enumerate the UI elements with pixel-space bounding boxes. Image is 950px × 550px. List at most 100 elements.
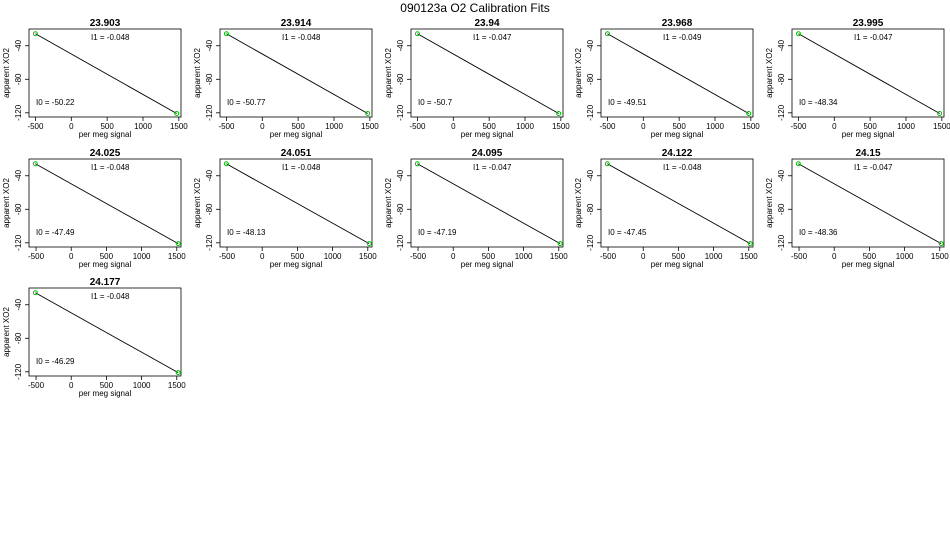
x-tick-label: 1000 <box>325 122 343 131</box>
data-point <box>795 31 801 37</box>
x-axis-label: per meg signal <box>79 130 132 139</box>
fit-line <box>417 163 561 245</box>
y-tick-label: -40 <box>205 169 214 181</box>
y-tick-label: -80 <box>14 73 23 85</box>
x-tick-label: 0 <box>260 252 265 261</box>
x-tick-label: 0 <box>451 252 456 261</box>
x-tick-label: 1000 <box>515 252 533 261</box>
y-tick-label: -120 <box>586 234 595 251</box>
fit-line <box>35 292 179 374</box>
y-tick-label: -120 <box>14 363 23 380</box>
x-tick-label: 0 <box>451 122 456 131</box>
fit-line <box>798 163 942 245</box>
y-axis-label: apparent XO2 <box>193 178 202 228</box>
data-point <box>937 110 943 116</box>
y-axis-label: apparent XO2 <box>193 48 202 98</box>
fit-line <box>35 163 179 245</box>
data-point <box>174 110 180 116</box>
x-tick-label: -500 <box>410 252 427 261</box>
plot-frame <box>219 158 373 248</box>
x-tick-label: 0 <box>69 381 74 390</box>
x-tick-label: 1000 <box>324 252 342 261</box>
x-tick-label: 1000 <box>705 252 723 261</box>
x-tick-label: 0 <box>832 252 837 261</box>
x-tick-label: 500 <box>291 122 305 131</box>
y-tick-label: -80 <box>777 73 786 85</box>
x-axis-label: per meg signal <box>461 130 514 139</box>
fit-line <box>798 33 940 114</box>
x-axis-label: per meg signal <box>842 130 895 139</box>
data-point <box>175 370 181 376</box>
panel-title: 23.914 <box>281 18 312 29</box>
fit-intercept-annotation: I0 = -48.13 <box>227 228 266 237</box>
x-tick-label: 1500 <box>168 381 186 390</box>
data-point <box>795 161 801 167</box>
panel-title: 24.025 <box>90 148 121 159</box>
data-point <box>604 161 610 167</box>
calibration-panel: 23.903 -500 0 500 1000 1500 -40 -80 -120 per meg … <box>2 18 188 139</box>
data-point <box>414 31 420 37</box>
y-tick-label: -120 <box>396 234 405 251</box>
x-tick-label: -500 <box>409 122 426 131</box>
fit-intercept-annotation: I0 = -48.34 <box>799 98 838 107</box>
calibration-panel: 23.94 -500 0 500 1000 1500 -40 -80 -120 per meg s… <box>384 18 570 139</box>
plot-frame <box>219 28 373 118</box>
panel-title: 24.095 <box>472 148 503 159</box>
x-axis-label: per meg signal <box>270 130 323 139</box>
panel-title: 24.15 <box>855 148 880 159</box>
x-tick-label: 1500 <box>361 122 379 131</box>
calibration-panel: 23.995 -500 0 500 1000 1500 -40 -80 -120 per meg … <box>765 18 950 139</box>
panel-title: 24.122 <box>662 148 693 159</box>
data-point <box>223 31 229 37</box>
x-tick-label: 500 <box>100 252 114 261</box>
x-axis-label: per meg signal <box>461 260 514 269</box>
calibration-panel: 24.177 -500 0 500 1000 1500 -40 -80 -120 per meg … <box>2 277 186 398</box>
x-tick-label: 500 <box>672 252 686 261</box>
y-axis-label: apparent XO2 <box>384 48 393 98</box>
fit-slope-annotation: I1 = -0.048 <box>663 163 702 172</box>
y-tick-label: -40 <box>586 39 595 51</box>
fit-line <box>226 163 370 245</box>
x-tick-label: 1500 <box>550 252 568 261</box>
calibration-panel: 24.095 -500 0 500 1000 1500 -40 -80 -120 per meg … <box>384 148 568 269</box>
x-tick-label: 1000 <box>897 122 915 131</box>
x-tick-label: -500 <box>28 381 45 390</box>
x-tick-label: -500 <box>28 252 45 261</box>
x-tick-label: -500 <box>599 122 616 131</box>
fit-slope-annotation: I1 = -0.047 <box>473 163 512 172</box>
x-tick-label: 500 <box>291 252 305 261</box>
x-tick-label: 1500 <box>359 252 377 261</box>
data-point <box>557 241 563 247</box>
y-tick-label: -120 <box>205 234 214 251</box>
x-tick-label: 1000 <box>134 122 152 131</box>
data-point <box>32 290 38 296</box>
panel-title: 24.177 <box>90 277 121 288</box>
data-point <box>746 110 752 116</box>
x-tick-label: 1500 <box>933 122 950 131</box>
x-tick-label: -500 <box>27 122 44 131</box>
x-tick-label: 0 <box>69 122 74 131</box>
fit-intercept-annotation: I0 = -47.19 <box>418 228 457 237</box>
x-tick-label: -500 <box>219 252 236 261</box>
y-tick-label: -120 <box>205 104 214 121</box>
x-tick-label: 500 <box>863 252 877 261</box>
x-tick-label: -500 <box>791 252 808 261</box>
y-tick-label: -40 <box>205 39 214 51</box>
panel-grid: 23.903 -500 0 500 1000 1500 -40 -80 -120 per meg … <box>2 18 950 398</box>
y-tick-label: -120 <box>14 104 23 121</box>
x-tick-label: 0 <box>641 122 646 131</box>
fit-intercept-annotation: I0 = -47.45 <box>608 228 647 237</box>
x-tick-label: 1000 <box>706 122 724 131</box>
fit-line <box>607 33 749 114</box>
y-tick-label: -80 <box>205 203 214 215</box>
y-axis-label: apparent XO2 <box>765 178 774 228</box>
plot-frame <box>410 158 564 248</box>
fit-slope-annotation: I1 = -0.047 <box>854 163 893 172</box>
x-axis-label: per meg signal <box>270 260 323 269</box>
y-axis-label: apparent XO2 <box>2 48 11 98</box>
y-axis-label: apparent XO2 <box>574 178 583 228</box>
x-tick-label: 1000 <box>133 252 151 261</box>
y-tick-label: -40 <box>777 169 786 181</box>
calibration-panel: 24.051 -500 0 500 1000 1500 -40 -80 -120 per meg … <box>193 148 377 269</box>
